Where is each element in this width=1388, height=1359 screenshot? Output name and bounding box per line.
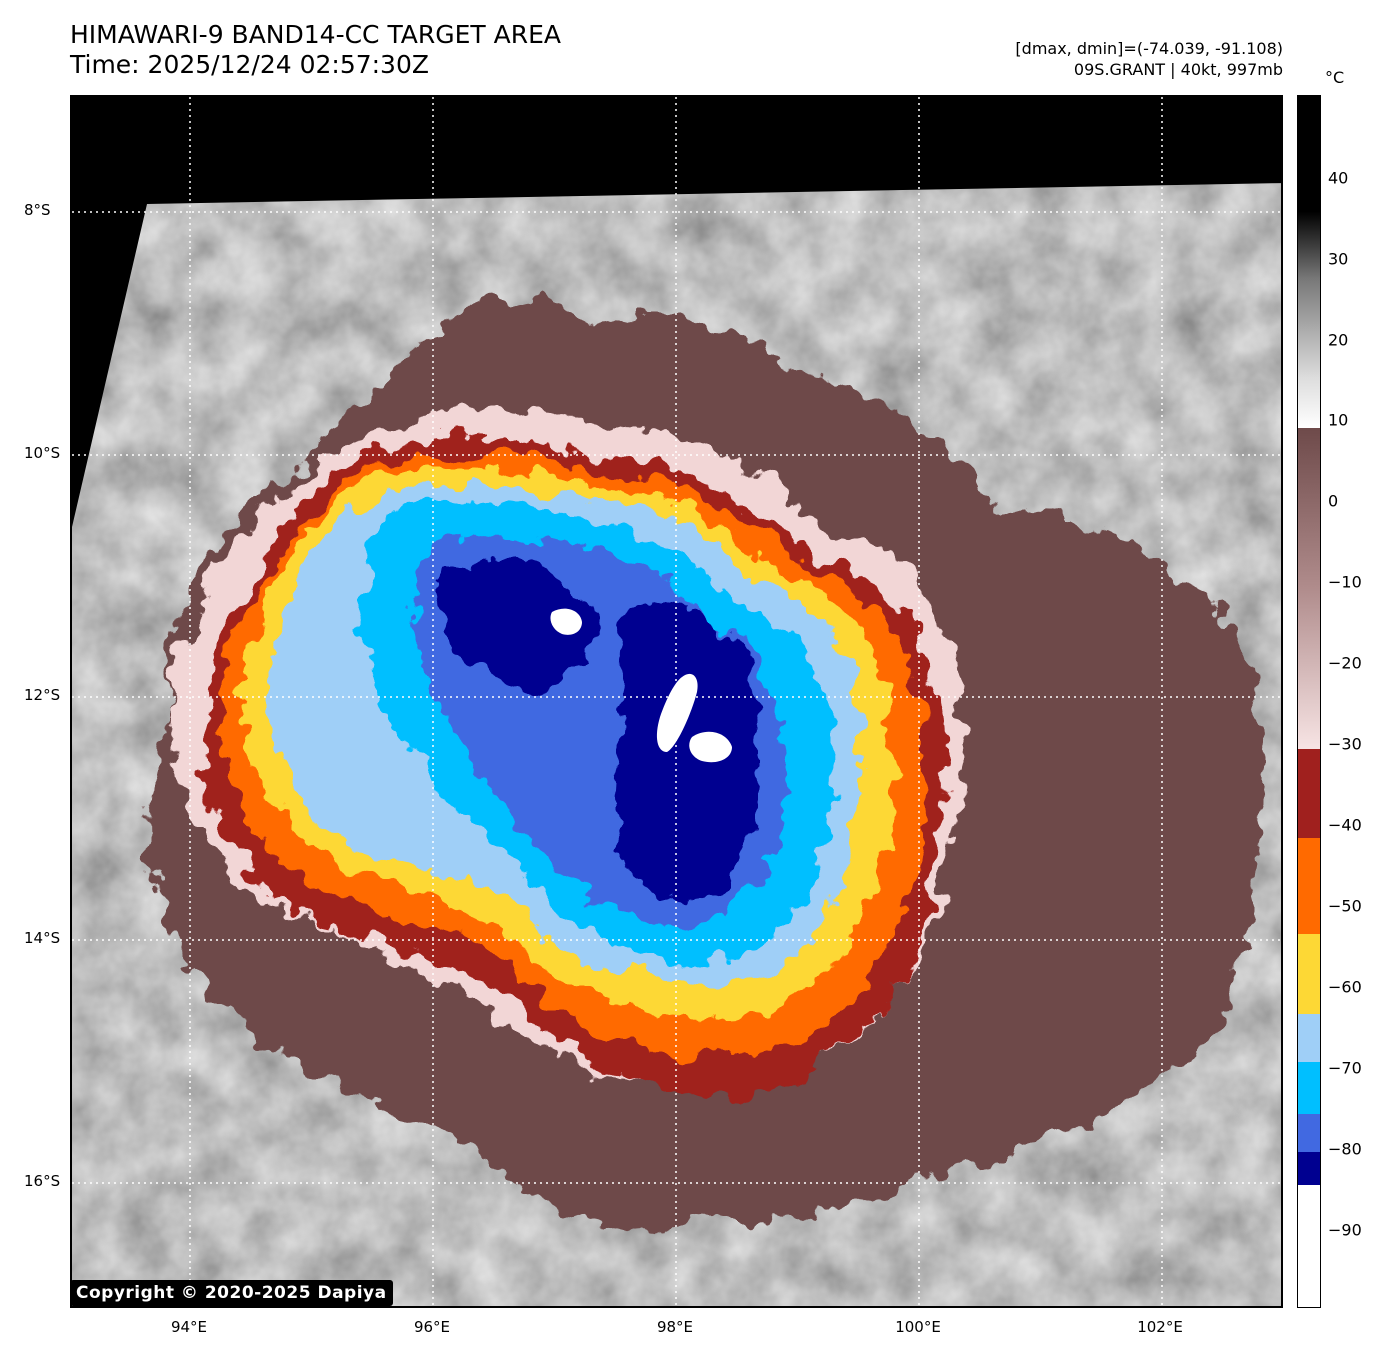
- colorbar-tick: 0: [1328, 491, 1339, 511]
- copyright-label: Copyright © 2020-2025 Dapiya: [70, 1280, 393, 1306]
- colorbar-tick: −40: [1328, 815, 1362, 835]
- map-title: HIMAWARI-9 BAND14-CC TARGET AREA Time: 2…: [70, 20, 561, 80]
- overshoot-center: [656, 673, 698, 752]
- info-line1: [dmax, dmin]=(-74.039, -91.108): [1015, 39, 1283, 58]
- colorbar-tick: −70: [1328, 1058, 1362, 1078]
- colorbar-unit: °C: [1325, 68, 1345, 87]
- navy-core-center: [617, 596, 759, 900]
- info-line2: 09S.GRANT | 40kt, 997mb: [1073, 60, 1283, 79]
- lon-tick: 100°E: [895, 1318, 941, 1336]
- colorbar-tick: −90: [1328, 1220, 1362, 1240]
- lat-tick: 16°S: [24, 1172, 61, 1190]
- colorbar-tick: −10: [1328, 572, 1362, 592]
- colorbar-tick: 10: [1328, 410, 1349, 430]
- overshoot-east: [689, 731, 732, 763]
- navy-core-west: [437, 559, 596, 691]
- overshoot-west: [550, 608, 582, 635]
- colorbar-tick: −20: [1328, 653, 1362, 673]
- lat-tick: 14°S: [24, 929, 61, 947]
- colorbar-tick: −30: [1328, 734, 1362, 754]
- lat-tick: 10°S: [24, 444, 61, 462]
- colorbar-tick: 40: [1328, 168, 1349, 188]
- colorbar-tick: 20: [1328, 330, 1349, 350]
- graticule: [72, 97, 1281, 1306]
- title-line1: HIMAWARI-9 BAND14-CC TARGET AREA: [70, 20, 562, 49]
- lon-tick: 98°E: [656, 1318, 694, 1336]
- lon-tick: 96°E: [413, 1318, 451, 1336]
- colorbar: [1297, 95, 1321, 1308]
- cloud-shield: [150, 298, 1262, 1228]
- title-line2: Time: 2025/12/24 02:57:30Z: [70, 50, 429, 79]
- colorbar-tick: −80: [1328, 1139, 1362, 1159]
- colorbar-tick: −50: [1328, 896, 1362, 916]
- lat-tick: 8°S: [24, 201, 51, 219]
- lat-tick: 12°S: [24, 686, 61, 704]
- lon-tick: 102°E: [1137, 1318, 1183, 1336]
- colorbar-tick: 30: [1328, 249, 1349, 269]
- lon-tick: 94°E: [170, 1318, 208, 1336]
- storm-info: [dmax, dmin]=(-74.039, -91.108) 09S.GRAN…: [1015, 38, 1283, 80]
- colorbar-tick: −60: [1328, 977, 1362, 997]
- satellite-image: [70, 95, 1283, 1308]
